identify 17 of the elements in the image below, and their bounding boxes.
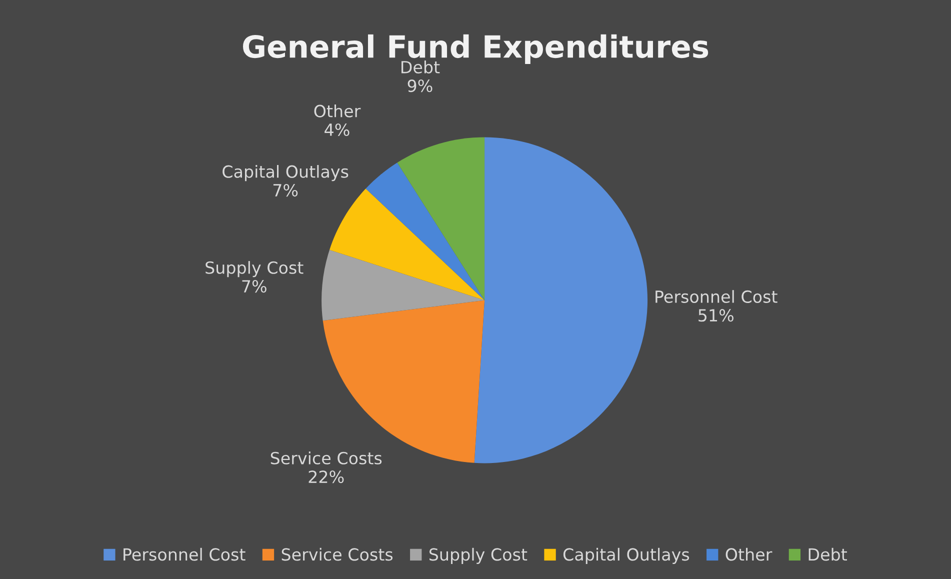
legend-label: Service Costs <box>282 548 393 561</box>
data-label: 4% <box>324 123 350 136</box>
legend-label: Debt <box>808 548 847 561</box>
data-label: 7% <box>273 184 298 197</box>
slice-label: Other <box>314 104 361 118</box>
slice-label: Service Costs <box>270 452 382 464</box>
legend-label: Personnel Cost <box>124 548 246 561</box>
legend-label: Other <box>726 548 772 561</box>
data-label: 7% <box>242 280 266 293</box>
data-label: 22% <box>308 470 344 484</box>
data-label: 51% <box>698 309 734 322</box>
legend-label: Capital Outlays <box>563 548 690 564</box>
legend-label: Supply Cost <box>429 548 528 564</box>
slice-label: Supply Cost <box>206 261 304 278</box>
slice-label: Capital Outlays <box>222 165 348 182</box>
data-label: 9% <box>408 80 432 92</box>
slice-label: Personnel Cost <box>656 290 778 303</box>
